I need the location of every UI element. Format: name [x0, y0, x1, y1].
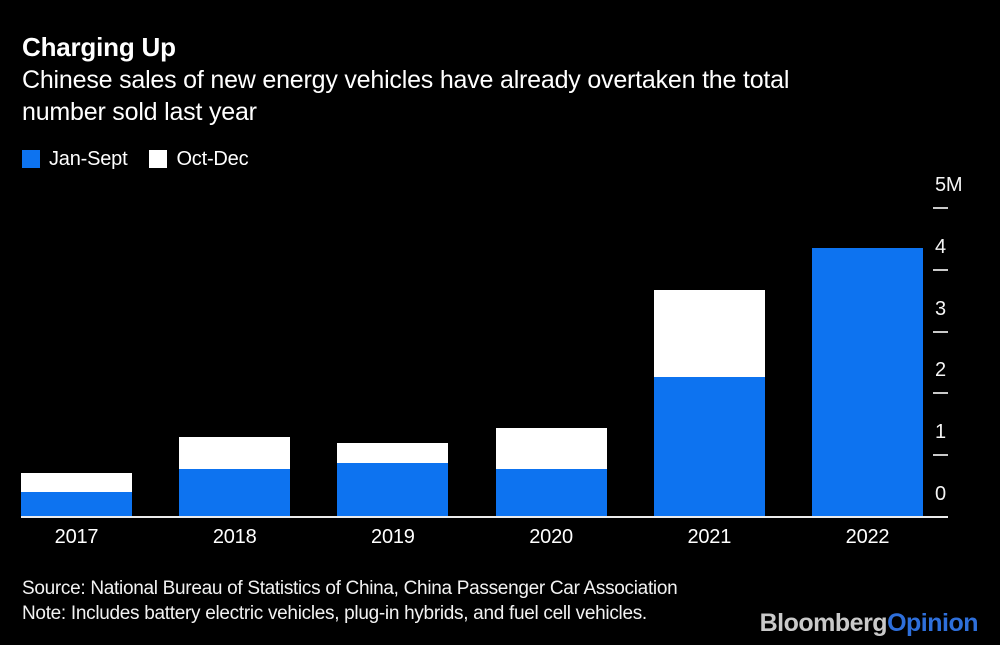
source-note-block: Source: National Bureau of Statistics of… [22, 576, 678, 626]
logo-opinion: Opinion [887, 609, 978, 637]
y-tick-5M [933, 207, 948, 209]
chart-subtitle-line-1: Chinese sales of new energy vehicles hav… [22, 66, 790, 94]
bar-2020-oct-dec [495, 428, 607, 470]
y-tick-4 [933, 268, 948, 271]
bar-2017-jan-sept [21, 492, 132, 517]
chart-title: Charging Up [22, 32, 176, 62]
bar-2018-jan-sept [179, 468, 291, 517]
y-label-5M: 5M [935, 174, 963, 196]
bar-2021-oct-dec [653, 290, 765, 377]
source-line: Source: National Bureau of Statistics of… [22, 578, 678, 599]
logo-bloomberg: Bloomberg [759, 609, 888, 637]
x-label-2018: 2018 [212, 526, 257, 548]
y-label-1: 1 [935, 421, 946, 444]
y-label-4: 4 [935, 235, 946, 258]
x-label-2020: 2020 [529, 526, 573, 548]
legend-item-oct-dec: Oct-Dec [149, 148, 249, 170]
bar-2021-jan-sept [653, 376, 765, 517]
bar-2019-jan-sept [337, 463, 449, 517]
x-label-2022: 2022 [845, 526, 890, 548]
chart-subtitle-line-2: number sold last year [22, 98, 257, 126]
legend: Jan-Sept Oct-Dec [22, 149, 270, 169]
bloomberg-opinion-logo: BloombergOpinion [759, 609, 979, 638]
y-tick-1 [933, 454, 948, 457]
x-axis-baseline [21, 516, 948, 518]
bar-2017-oct-dec [21, 473, 132, 493]
bar-2020-jan-sept [495, 469, 607, 517]
x-label-2019: 2019 [371, 526, 415, 548]
y-label-0: 0 [935, 483, 946, 505]
legend-swatch-oct-dec [149, 150, 168, 168]
y-tick-3 [933, 330, 948, 333]
note-line: Note: Includes battery electric vehicles… [22, 603, 647, 624]
y-label-3: 3 [935, 297, 946, 320]
bar-2019-oct-dec [337, 442, 449, 464]
x-label-2021: 2021 [687, 526, 732, 548]
legend-item-jan-sept: Jan-Sept [22, 148, 128, 170]
bar-2018-oct-dec [179, 436, 291, 469]
legend-label-oct-dec: Oct-Dec [176, 148, 249, 170]
chart-subtitle: Chinese sales of new energy vehicles hav… [22, 64, 789, 128]
x-label-2017: 2017 [54, 526, 99, 548]
legend-swatch-jan-sept [22, 150, 40, 168]
legend-label-jan-sept: Jan-Sept [49, 148, 128, 170]
y-label-2: 2 [935, 359, 946, 382]
y-tick-2 [933, 392, 948, 395]
bar-2022-jan-sept [812, 248, 923, 517]
